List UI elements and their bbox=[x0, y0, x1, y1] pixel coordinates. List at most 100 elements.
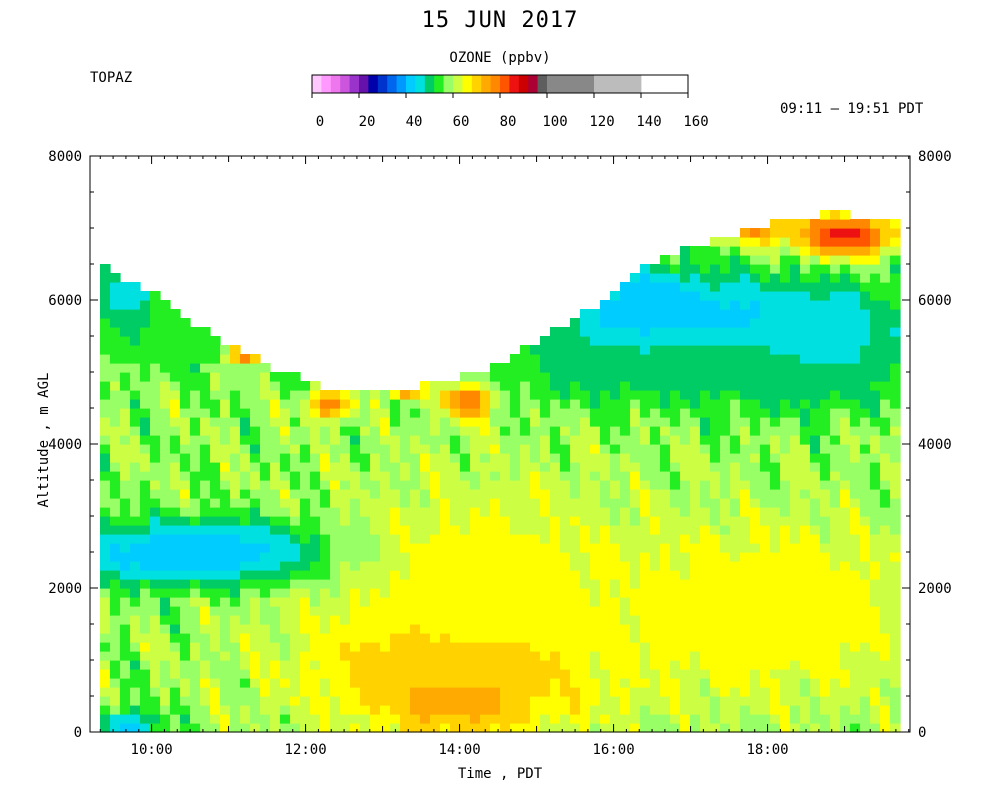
ozone-cell bbox=[610, 705, 621, 715]
ozone-cell bbox=[640, 435, 651, 445]
ozone-cell bbox=[560, 525, 571, 535]
ozone-cell bbox=[680, 417, 691, 427]
ozone-cell bbox=[260, 687, 271, 697]
ozone-cell bbox=[810, 678, 821, 688]
ozone-cell bbox=[700, 345, 711, 355]
ozone-cell bbox=[660, 408, 671, 418]
ozone-cell bbox=[440, 408, 451, 418]
ozone-cell bbox=[570, 390, 581, 400]
ozone-cell bbox=[300, 705, 311, 715]
ozone-cell bbox=[150, 705, 161, 715]
ozone-cell bbox=[220, 534, 231, 544]
ozone-cell bbox=[460, 678, 471, 688]
ozone-cell bbox=[790, 669, 801, 679]
ozone-cell bbox=[170, 642, 181, 652]
ozone-cell bbox=[340, 705, 351, 715]
ozone-cell bbox=[270, 705, 281, 715]
ozone-cell bbox=[700, 480, 711, 490]
ozone-cell bbox=[840, 633, 851, 643]
ozone-cell bbox=[630, 642, 641, 652]
ozone-cell bbox=[760, 408, 771, 418]
ozone-cell bbox=[680, 381, 691, 391]
ozone-cell bbox=[650, 543, 661, 553]
ozone-cell bbox=[160, 552, 171, 562]
ozone-cell bbox=[170, 453, 181, 463]
ozone-cell bbox=[100, 588, 111, 598]
ozone-cell bbox=[290, 642, 301, 652]
ozone-cell bbox=[330, 552, 341, 562]
ozone-cell bbox=[150, 498, 161, 508]
ozone-cell bbox=[680, 561, 691, 571]
ozone-cell bbox=[690, 399, 701, 409]
ozone-cell bbox=[240, 660, 251, 670]
ozone-cell bbox=[190, 408, 201, 418]
ozone-cell bbox=[740, 624, 751, 634]
ozone-cell bbox=[730, 291, 741, 301]
ozone-cell bbox=[590, 489, 601, 499]
ozone-cell bbox=[440, 714, 451, 724]
ozone-cell bbox=[180, 435, 191, 445]
ozone-cell bbox=[640, 372, 651, 382]
ozone-cell bbox=[420, 426, 431, 436]
ozone-cell bbox=[570, 372, 581, 382]
ozone-cell bbox=[210, 516, 221, 526]
ozone-cell bbox=[860, 345, 871, 355]
colorbar-swatch bbox=[368, 75, 379, 93]
ozone-cell bbox=[410, 714, 421, 724]
ozone-cell bbox=[860, 696, 871, 706]
ozone-cell bbox=[760, 363, 771, 373]
ozone-cell bbox=[580, 444, 591, 454]
ozone-cell bbox=[540, 507, 551, 517]
ozone-cell bbox=[260, 552, 271, 562]
ozone-cell bbox=[550, 642, 561, 652]
ozone-cell bbox=[320, 696, 331, 706]
ozone-cell bbox=[860, 651, 871, 661]
ozone-cell bbox=[820, 246, 831, 256]
ozone-cell bbox=[370, 633, 381, 643]
ozone-cell bbox=[730, 363, 741, 373]
ozone-cell bbox=[430, 606, 441, 616]
ozone-cell bbox=[890, 534, 901, 544]
ozone-cell bbox=[590, 579, 601, 589]
ozone-cell bbox=[490, 534, 501, 544]
ozone-cell bbox=[390, 534, 401, 544]
ozone-cell bbox=[810, 471, 821, 481]
ozone-cell bbox=[760, 426, 771, 436]
ozone-cell bbox=[200, 399, 211, 409]
ozone-cell bbox=[620, 372, 631, 382]
ozone-cell bbox=[740, 264, 751, 274]
ozone-cell bbox=[560, 480, 571, 490]
ozone-cell bbox=[880, 561, 891, 571]
ozone-cell bbox=[760, 687, 771, 697]
ozone-cell bbox=[410, 534, 421, 544]
ozone-cell bbox=[390, 480, 401, 490]
ozone-cell bbox=[840, 309, 851, 319]
ozone-cell bbox=[170, 606, 181, 616]
ozone-cell bbox=[190, 642, 201, 652]
ozone-cell bbox=[800, 570, 811, 580]
ozone-cell bbox=[670, 318, 681, 328]
ozone-cell bbox=[480, 660, 491, 670]
ozone-cell bbox=[130, 363, 141, 373]
ozone-cell bbox=[740, 426, 751, 436]
ozone-cell bbox=[270, 723, 281, 733]
ozone-cell bbox=[220, 705, 231, 715]
ozone-cell bbox=[760, 237, 771, 247]
ozone-cell bbox=[160, 561, 171, 571]
ozone-cell bbox=[160, 570, 171, 580]
ozone-cell bbox=[340, 579, 351, 589]
ozone-cell bbox=[210, 381, 221, 391]
ozone-cell bbox=[670, 534, 681, 544]
ozone-cell bbox=[630, 687, 641, 697]
ozone-cell bbox=[570, 345, 581, 355]
ozone-cell bbox=[750, 282, 761, 292]
ozone-cell bbox=[390, 678, 401, 688]
ozone-cell bbox=[420, 471, 431, 481]
ozone-cell bbox=[180, 597, 191, 607]
ozone-cell bbox=[690, 246, 701, 256]
ozone-cell bbox=[460, 615, 471, 625]
ozone-cell bbox=[230, 399, 241, 409]
ozone-cell bbox=[720, 669, 731, 679]
ozone-cell bbox=[160, 615, 171, 625]
ozone-cell bbox=[320, 444, 331, 454]
